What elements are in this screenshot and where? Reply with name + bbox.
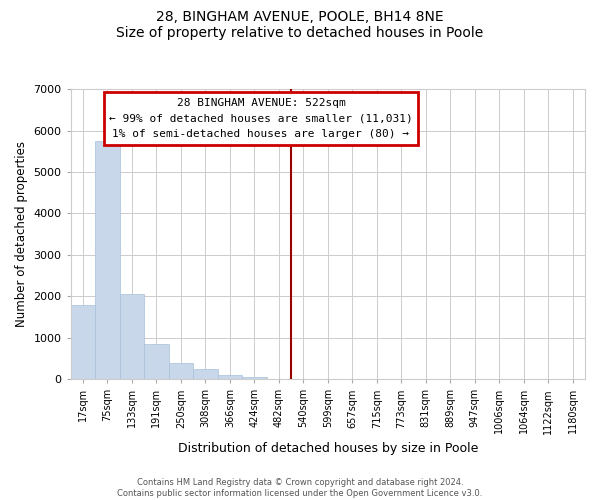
Bar <box>144 344 169 379</box>
Bar <box>95 141 119 379</box>
Bar <box>242 377 266 379</box>
Text: 28, BINGHAM AVENUE, POOLE, BH14 8NE
Size of property relative to detached houses: 28, BINGHAM AVENUE, POOLE, BH14 8NE Size… <box>116 10 484 40</box>
Bar <box>119 294 144 379</box>
Text: Contains HM Land Registry data © Crown copyright and database right 2024.
Contai: Contains HM Land Registry data © Crown c… <box>118 478 482 498</box>
Y-axis label: Number of detached properties: Number of detached properties <box>15 141 28 327</box>
Bar <box>266 378 291 379</box>
Bar <box>71 306 95 379</box>
Bar <box>218 375 242 379</box>
Bar <box>193 369 218 379</box>
Text: 28 BINGHAM AVENUE: 522sqm
← 99% of detached houses are smaller (11,031)
1% of se: 28 BINGHAM AVENUE: 522sqm ← 99% of detac… <box>109 98 413 139</box>
X-axis label: Distribution of detached houses by size in Poole: Distribution of detached houses by size … <box>178 442 478 455</box>
Bar <box>169 364 193 379</box>
